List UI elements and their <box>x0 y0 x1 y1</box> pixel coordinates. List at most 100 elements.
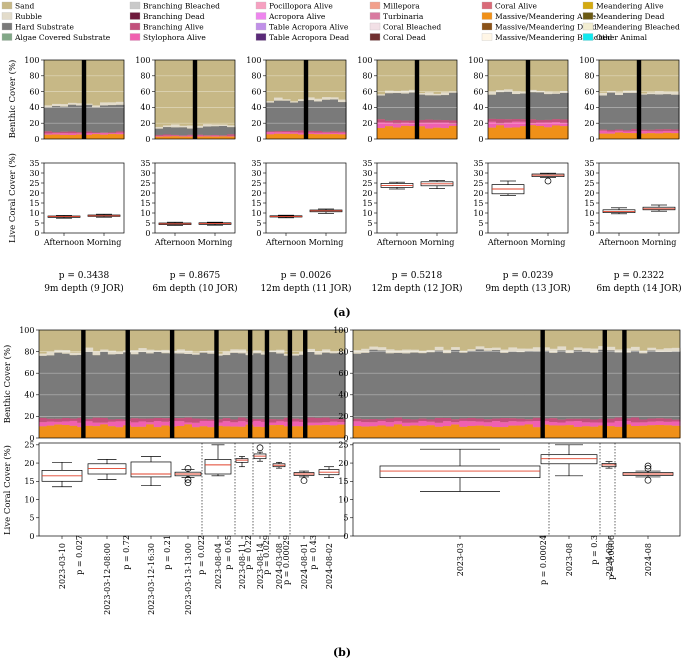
area-stylophora-alive <box>549 422 558 426</box>
area-stylophora-alive <box>230 422 239 427</box>
box-axes-frame <box>154 162 236 234</box>
area-branching-alive <box>599 129 608 131</box>
flier-point <box>300 477 308 484</box>
y-tick-label: 25 <box>29 179 39 188</box>
area-hard-substrate <box>161 353 170 419</box>
axes-frame <box>43 59 125 140</box>
area-branching-alive <box>92 132 101 134</box>
box-body <box>379 465 541 478</box>
y-axis-label-benthic: Benthic Cover (%) <box>7 60 18 139</box>
p-value-label: p = 0.0026 <box>281 271 332 281</box>
area-hard-substrate <box>615 95 624 130</box>
area-rubble <box>630 346 640 351</box>
area-massive-alive <box>549 425 558 438</box>
area-hard-substrate <box>417 94 426 120</box>
area-hard-substrate <box>207 353 216 420</box>
area-hard-substrate <box>146 353 155 419</box>
y-tick-label: 0 <box>589 229 594 238</box>
area-massive-alive <box>207 427 216 438</box>
area-stylophora-alive <box>433 122 442 128</box>
area-massive-alive <box>663 132 672 139</box>
area-hard-substrate <box>488 94 497 119</box>
y-tick-label: 15 <box>251 199 261 208</box>
box-Afternoon <box>158 221 192 226</box>
area-branching-alive <box>314 130 323 133</box>
box-Morning <box>309 208 343 214</box>
area-massive-alive <box>253 426 262 438</box>
area-massive-alive <box>146 424 155 438</box>
box-2023-03-10 <box>41 461 83 488</box>
separator-bar <box>303 330 308 438</box>
area-hard-substrate <box>536 92 545 120</box>
area-hard-substrate <box>623 92 632 131</box>
area-rubble <box>483 348 493 351</box>
area-branching-alive <box>631 128 640 132</box>
area-hard-substrate <box>520 93 529 120</box>
area-rubble <box>115 351 124 355</box>
separator-bar <box>414 60 420 139</box>
area-massive-alive <box>441 128 450 139</box>
area-stylophora-alive <box>630 422 640 426</box>
area-hard-substrate <box>298 101 307 131</box>
y-tick-label: 25 <box>251 179 261 188</box>
area-branching-alive <box>557 419 567 423</box>
area-massive-alive <box>192 427 201 438</box>
area-stylophora-alive <box>647 131 656 134</box>
area-branching-alive <box>434 417 444 423</box>
area-rubble <box>639 93 648 95</box>
area-rubble <box>565 349 575 354</box>
area-branching-alive <box>451 419 460 423</box>
area-branching-alive <box>475 418 485 422</box>
area-branching-alive <box>590 419 599 423</box>
area-rubble <box>590 348 599 353</box>
area-stylophora-alive <box>467 421 477 426</box>
area-stylophora-alive <box>84 133 93 135</box>
area-rubble <box>467 349 477 351</box>
y-tick-label: 60 <box>362 87 372 96</box>
area-rubble <box>663 91 672 95</box>
area-massive-alive <box>187 136 196 139</box>
area-stylophora-alive <box>116 132 125 135</box>
area-hard-substrate <box>155 128 164 135</box>
area-branching-alive <box>44 131 53 134</box>
area-hard-substrate <box>253 353 262 419</box>
area-rubble <box>647 347 657 351</box>
y-axis-label-benthic: Benthic Cover (%) <box>2 345 13 424</box>
area-branching-alive <box>488 118 497 122</box>
y-tick-label: 15 <box>29 199 39 208</box>
area-rubble <box>361 348 370 353</box>
area-stylophora-alive <box>107 421 117 427</box>
y-tick-label: 0 <box>34 135 39 144</box>
area-rubble <box>417 93 426 95</box>
area-massive-alive <box>671 133 680 139</box>
y-tick-label: 40 <box>251 103 261 112</box>
x-tick-label: Morning <box>87 238 122 247</box>
area-massive-alive <box>516 425 526 438</box>
area-hard-substrate <box>418 353 428 419</box>
box-2024-08 <box>622 462 674 484</box>
area-massive-alive <box>528 125 537 139</box>
x-tick-label: Afternoon <box>265 238 306 247</box>
area-stylophora-alive <box>524 421 534 425</box>
area-rubble <box>298 99 307 102</box>
y-tick-label: 30 <box>140 169 150 178</box>
area-rubble <box>560 90 569 93</box>
y-tick-label: 0 <box>145 135 150 144</box>
area-stylophora-alive <box>488 121 497 128</box>
legend-label: Table Acropora Alive <box>269 23 349 32</box>
area-rubble <box>402 349 411 354</box>
area-massive-alive <box>630 425 640 438</box>
area-stylophora-alive <box>441 122 450 129</box>
area-hard-substrate <box>322 352 331 418</box>
area-massive-alive <box>442 426 452 438</box>
area-hard-substrate <box>60 106 69 132</box>
area-branching-alive <box>622 418 632 422</box>
area-hard-substrate <box>211 126 220 135</box>
area-hard-substrate <box>532 351 542 418</box>
area-rubble <box>607 91 616 93</box>
area-stylophora-alive <box>560 122 569 127</box>
legend-swatch <box>481 33 493 41</box>
subplot-title: 9m depth (13 JOR) <box>485 283 570 294</box>
area-rubble <box>337 351 346 353</box>
